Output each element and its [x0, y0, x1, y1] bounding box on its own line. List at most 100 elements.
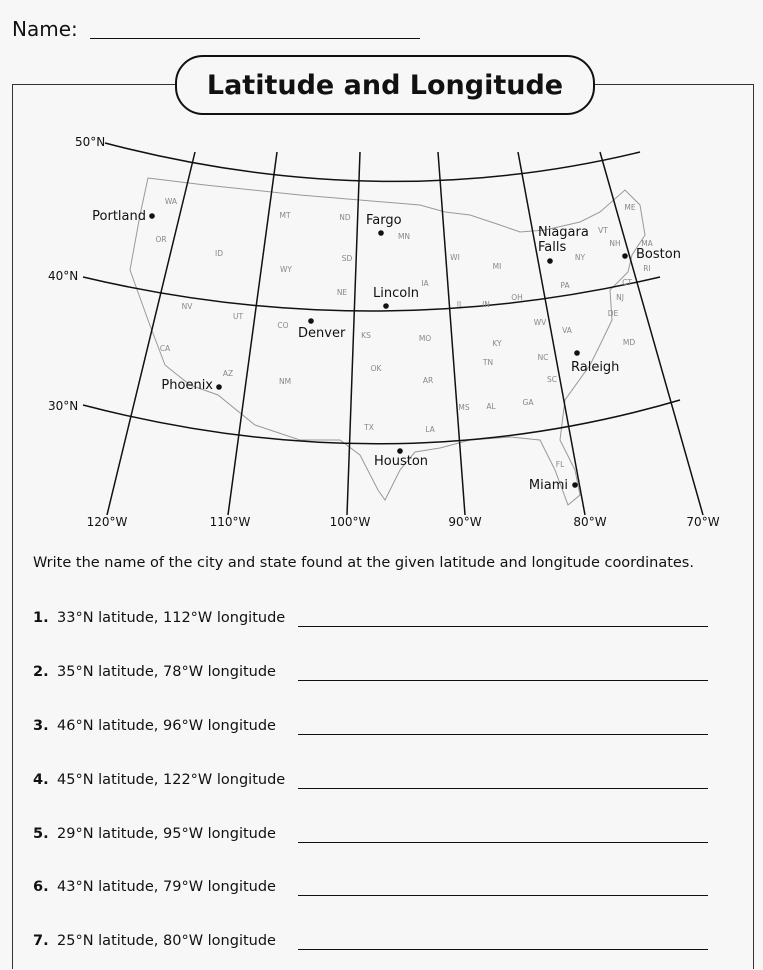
state-label-nd: ND	[339, 213, 351, 222]
state-label-ut: UT	[233, 312, 243, 321]
state-label-nv: NV	[182, 302, 194, 311]
question-3: 3. 46°N latitude, 96°W longitude	[33, 718, 276, 734]
question-7: 7. 25°N latitude, 80°W longitude	[33, 933, 276, 949]
longitude-line-70w	[599, 151, 704, 516]
state-label-nm: NM	[279, 377, 291, 386]
state-label-ar: AR	[423, 376, 433, 385]
question-2: 2. 35°N latitude, 78°W longitude	[33, 664, 276, 680]
question-1: 1. 33°N latitude, 112°W longitude	[33, 610, 285, 626]
state-label-mn: MN	[398, 232, 410, 241]
answer-line-6[interactable]	[298, 895, 708, 896]
state-label-co: CO	[277, 321, 288, 330]
state-label-vt: VT	[598, 226, 608, 235]
state-label-de: DE	[608, 309, 619, 318]
city-dot	[574, 350, 580, 356]
question-text: 46°N latitude, 96°W longitude	[57, 718, 276, 734]
state-label-va: VA	[562, 326, 573, 335]
longitude-line-90w	[437, 151, 466, 516]
state-label-mi: MI	[493, 262, 502, 271]
longitude-label: 120°W	[87, 515, 128, 529]
latitude-label: 50°N	[75, 135, 105, 149]
question-4: 4. 45°N latitude, 122°W longitude	[33, 772, 285, 788]
city-dot	[149, 213, 155, 219]
city-dot	[547, 258, 553, 264]
state-label-tn: TN	[482, 358, 493, 367]
question-6: 6. 43°N latitude, 79°W longitude	[33, 879, 276, 895]
state-label-la: LA	[425, 425, 435, 434]
question-number: 2.	[33, 664, 49, 680]
city-label: Boston	[636, 247, 681, 262]
answer-line-3[interactable]	[298, 734, 708, 735]
state-label-wy: WY	[280, 265, 292, 274]
question-number: 1.	[33, 610, 49, 626]
latitude-line-50n	[104, 142, 641, 183]
state-label-mo: MO	[419, 334, 431, 343]
city-label: Niagara Falls	[538, 225, 589, 255]
state-label-ms: MS	[458, 403, 469, 412]
question-number: 5.	[33, 826, 49, 842]
answer-line-5[interactable]	[298, 842, 708, 843]
state-label-ri: RI	[643, 264, 650, 273]
city-label: Lincoln	[373, 286, 419, 301]
answer-line-7[interactable]	[298, 949, 708, 950]
city-label: Fargo	[366, 213, 402, 228]
state-label-ok: OK	[371, 364, 383, 373]
question-number: 7.	[33, 933, 49, 949]
question-number: 4.	[33, 772, 49, 788]
answer-line-2[interactable]	[298, 680, 708, 681]
state-label-fl: FL	[556, 460, 565, 469]
state-label-ma: MA	[641, 239, 653, 248]
state-label-mt: MT	[279, 211, 290, 220]
state-label-md: MD	[623, 338, 635, 347]
city-dot	[216, 384, 222, 390]
state-label-tx: TX	[363, 423, 374, 432]
state-label-ne: NE	[337, 288, 348, 297]
state-label-sd: SD	[342, 254, 353, 263]
city-dot	[397, 448, 403, 454]
city-label: Portland	[92, 209, 146, 224]
instructions: Write the name of the city and state fou…	[33, 555, 694, 571]
longitude-line-110w	[227, 151, 278, 516]
state-label-sc: SC	[547, 375, 557, 384]
city-dot	[308, 318, 314, 324]
state-label-me: ME	[624, 203, 635, 212]
name-field[interactable]	[90, 38, 420, 39]
state-label-ga: GA	[523, 398, 535, 407]
city-label: Denver	[298, 326, 346, 341]
latitude-label: 40°N	[48, 269, 78, 283]
state-label-ct: CT	[622, 278, 632, 287]
answer-line-4[interactable]	[298, 788, 708, 789]
longitude-label: 110°W	[210, 515, 251, 529]
state-label-il: IL	[457, 300, 464, 309]
state-label-nc: NC	[538, 353, 549, 362]
question-text: 45°N latitude, 122°W longitude	[57, 772, 286, 788]
state-label-ia: IA	[421, 279, 429, 288]
latitude-line-30n	[82, 399, 681, 445]
longitude-label: 70°W	[686, 515, 719, 529]
state-label-in: IN	[482, 300, 490, 309]
city-dot	[378, 230, 384, 236]
state-label-oh: OH	[511, 293, 523, 302]
city-label: Houston	[374, 454, 428, 469]
state-label-nj: NJ	[616, 293, 624, 302]
longitude-label: 90°W	[448, 515, 481, 529]
state-label-ky: KY	[492, 339, 502, 348]
state-label-wi: WI	[450, 253, 460, 262]
latitude-label: 30°N	[48, 399, 78, 413]
question-text: 33°N latitude, 112°W longitude	[57, 610, 286, 626]
question-text: 25°N latitude, 80°W longitude	[57, 933, 276, 949]
page-title: Latitude and Longitude	[175, 55, 595, 115]
city-label: Miami	[529, 478, 568, 493]
answer-line-1[interactable]	[298, 626, 708, 627]
state-label-or: OR	[155, 235, 166, 244]
question-number: 3.	[33, 718, 49, 734]
longitude-line-120w	[106, 151, 196, 516]
longitude-line-80w	[517, 151, 586, 516]
state-label-nh: NH	[609, 239, 620, 248]
question-number: 6.	[33, 879, 49, 895]
city-dot	[622, 253, 628, 259]
state-label-wv: WV	[534, 318, 547, 327]
question-text: 43°N latitude, 79°W longitude	[57, 879, 276, 895]
city-dot	[572, 482, 578, 488]
